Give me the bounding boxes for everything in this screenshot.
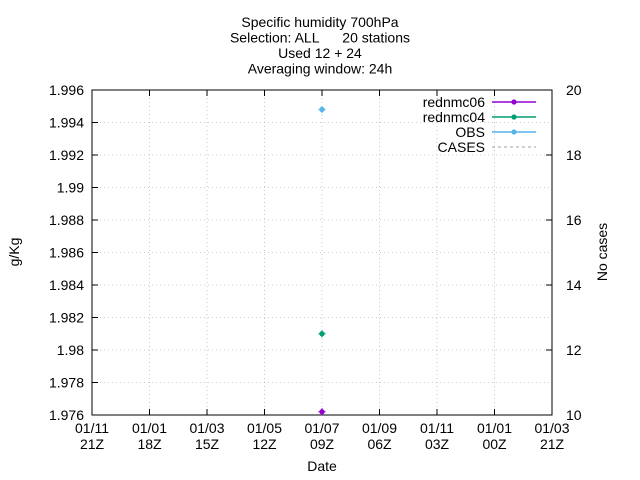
x-tick-label-hour: 21Z xyxy=(540,436,565,452)
y-tick-label: 1.99 xyxy=(57,180,84,196)
x-tick-label-date: 01/05 xyxy=(247,420,282,436)
x-tick-label-date: 01/11 xyxy=(75,420,109,436)
x-tick-label-date: 01/01 xyxy=(132,420,167,436)
legend-marker-OBS xyxy=(511,129,517,135)
y2-tick-label: 16 xyxy=(566,212,582,228)
legend-label: rednmc06 xyxy=(423,94,485,110)
data-points xyxy=(318,106,326,416)
y-tick-label: 1.982 xyxy=(49,310,84,326)
y2-tick-label: 18 xyxy=(566,147,582,163)
x-tick-label-date: 01/03 xyxy=(189,420,224,436)
y-tick-label: 1.996 xyxy=(49,82,84,98)
x-tick-label-hour: 15Z xyxy=(195,436,220,452)
y-tick-label: 1.976 xyxy=(49,407,84,423)
x-axis: 01/1121Z01/0118Z01/0315Z01/0512Z01/0709Z… xyxy=(75,90,570,452)
y-tick-label: 1.98 xyxy=(57,342,84,358)
x-tick-label-date: 01/01 xyxy=(477,420,512,436)
x-axis-label: Date xyxy=(307,458,337,474)
x-tick-label-hour: 03Z xyxy=(425,436,450,452)
y-tick-label: 1.984 xyxy=(49,277,84,293)
y-axis-label: g/Kg xyxy=(6,238,22,267)
legend-label: OBS xyxy=(455,124,485,140)
y2-tick-label: 20 xyxy=(566,82,582,98)
x-tick-label-date: 01/11 xyxy=(420,420,454,436)
y2-axis-label: No cases xyxy=(594,223,610,281)
legend-marker-rednmc04 xyxy=(511,114,517,120)
x-tick-label-hour: 06Z xyxy=(367,436,392,452)
y2-tick-label: 10 xyxy=(566,407,582,423)
x-tick-label-hour: 00Z xyxy=(482,436,507,452)
y2-axis: 10 12 14 16 18 20 xyxy=(546,82,582,423)
legend-marker-rednmc06 xyxy=(511,99,517,105)
x-tick-label-hour: 18Z xyxy=(137,436,162,452)
y-tick-label: 1.992 xyxy=(49,147,84,163)
title-line: Used 12 + 24 xyxy=(278,45,362,61)
x-tick-label-date: 01/09 xyxy=(362,420,397,436)
x-tick-label-hour: 12Z xyxy=(252,436,277,452)
y2-tick-label: 14 xyxy=(566,277,582,293)
x-tick-label-hour: 09Z xyxy=(310,436,335,452)
y-tick-label: 1.986 xyxy=(49,245,84,261)
legend-label: CASES xyxy=(438,139,485,155)
title-line: Selection: ALL 20 stations xyxy=(230,30,410,46)
x-tick-label-date: 01/03 xyxy=(534,420,569,436)
x-tick-label-hour: 21Z xyxy=(80,436,105,452)
x-tick-label-date: 01/07 xyxy=(304,420,339,436)
y-tick-label: 1.994 xyxy=(49,115,84,131)
legend-label: rednmc04 xyxy=(423,109,485,125)
y-axis: 1.976 1.978 1.98 1.982 1.984 1.986 1.988 1.99 1.… xyxy=(49,82,98,423)
y-tick-label: 1.978 xyxy=(49,375,84,391)
title-line: Specific humidity 700hPa xyxy=(241,14,398,30)
title-line: Averaging window: 24h xyxy=(248,61,393,77)
y-tick-label: 1.988 xyxy=(49,212,84,228)
y2-tick-label: 12 xyxy=(566,342,582,358)
